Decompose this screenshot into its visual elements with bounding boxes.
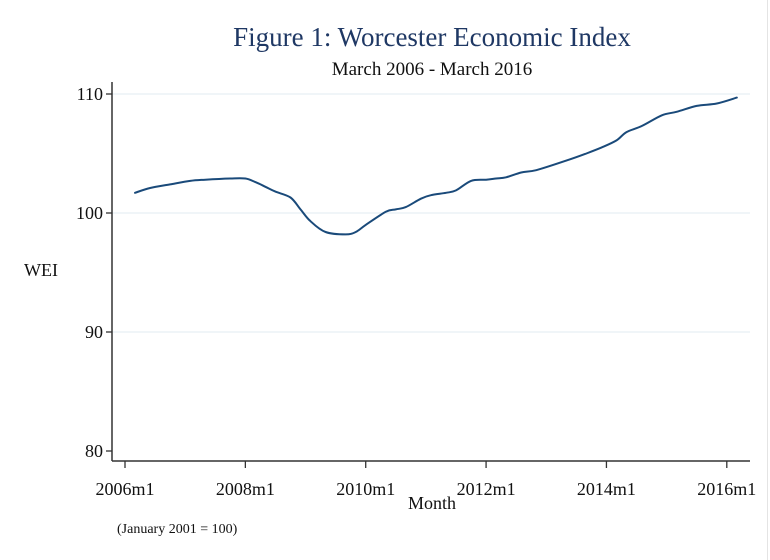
- y-tick-label-100: 100: [76, 203, 103, 223]
- x-tick-label-2012m1: 2012m1: [457, 479, 516, 499]
- x-tick-label-2016m1: 2016m1: [697, 479, 756, 499]
- x-tick-label-2008m1: 2008m1: [216, 479, 275, 499]
- x-axis-title: Month: [408, 493, 456, 513]
- chart-title: Figure 1: Worcester Economic Index: [233, 22, 631, 52]
- base-note: (January 2001 = 100): [117, 522, 238, 537]
- gridlines: [112, 94, 750, 332]
- y-tick-label-90: 90: [85, 322, 103, 342]
- y-ticks: 80 90 100 110: [76, 84, 112, 461]
- y-tick-label-80: 80: [85, 441, 103, 461]
- y-tick-label-110: 110: [77, 84, 103, 104]
- wei-series-line: [135, 98, 737, 235]
- series-points: [135, 98, 737, 235]
- chart-subtitle: March 2006 - March 2016: [332, 59, 533, 80]
- axes: [112, 82, 750, 461]
- x-tick-label-2006m1: 2006m1: [95, 479, 154, 499]
- y-axis-title: WEI: [24, 260, 58, 280]
- x-tick-label-2010m1: 2010m1: [336, 479, 395, 499]
- x-tick-label-2014m1: 2014m1: [577, 479, 636, 499]
